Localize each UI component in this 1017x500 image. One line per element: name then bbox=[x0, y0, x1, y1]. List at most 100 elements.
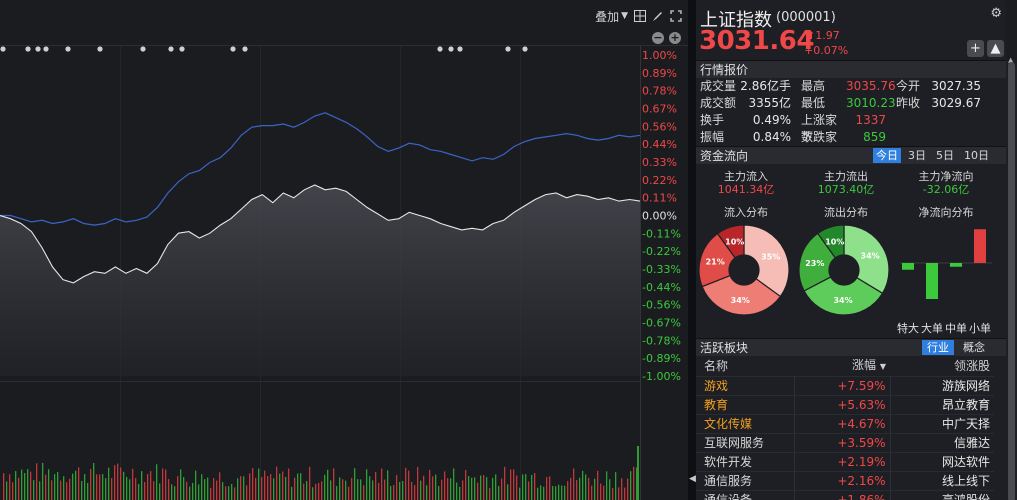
sector-row[interactable]: 游戏 +7.59% 游族网络 bbox=[696, 376, 994, 396]
zoom-out-icon[interactable]: − bbox=[652, 31, 664, 44]
volume-bar bbox=[543, 486, 545, 500]
sector-tab-0[interactable]: 行业 bbox=[922, 340, 954, 355]
index-change-value: 1.97 bbox=[815, 29, 840, 42]
scrollbar-thumb[interactable] bbox=[1008, 62, 1015, 500]
sector-tab-1[interactable]: 概念 bbox=[963, 341, 985, 354]
volume-bar bbox=[624, 487, 626, 500]
y-axis-tick-label: 0.44% bbox=[642, 138, 677, 151]
flow-tab-1[interactable]: 3日 bbox=[908, 149, 926, 162]
sector-leader[interactable]: 昂立教育 bbox=[889, 395, 994, 415]
sector-leader[interactable]: 网达软件 bbox=[889, 452, 994, 472]
volume-bar bbox=[420, 480, 422, 500]
event-marker bbox=[505, 46, 511, 52]
sector-row[interactable]: 通信设备 +1.86% 高鸿股份 bbox=[696, 490, 994, 500]
fullscreen-button[interactable] bbox=[670, 10, 682, 22]
sector-name[interactable]: 教育 bbox=[704, 398, 729, 412]
volume-bar bbox=[366, 469, 368, 500]
y-axis-tick-label: 0.11% bbox=[642, 192, 677, 205]
out_pie-slice-label: 10% bbox=[825, 237, 844, 246]
volume-bar bbox=[237, 478, 239, 500]
draw-tool-button[interactable] bbox=[652, 10, 664, 22]
event-marker bbox=[230, 46, 236, 52]
col-leader-header[interactable]: 领涨股 bbox=[953, 359, 990, 373]
sector-row[interactable]: 软件开发 +2.19% 网达软件 bbox=[696, 452, 994, 472]
zoom-in-icon[interactable]: + bbox=[669, 31, 681, 44]
volume-bar bbox=[45, 474, 47, 500]
volume-bar bbox=[147, 473, 149, 500]
volume-bar bbox=[297, 473, 299, 500]
net-flow-bar bbox=[974, 229, 986, 263]
sector-leader[interactable]: 信雅达 bbox=[889, 433, 994, 453]
event-marker bbox=[179, 46, 185, 52]
volume-bar bbox=[615, 472, 617, 500]
sector-name[interactable]: 软件开发 bbox=[704, 455, 753, 469]
overlay-dropdown[interactable]: 叠加 ▼ bbox=[595, 8, 628, 25]
volume-bar bbox=[120, 467, 122, 500]
volume-bar bbox=[63, 476, 65, 500]
intraday-chart-svg[interactable]: 1.00% 0.89% 0.78% 0.67% 0.56% 0.44% 0.33% 0.22%… bbox=[0, 0, 688, 500]
alert-bell-button[interactable]: ▲ bbox=[987, 40, 1004, 57]
collapse-arrow-icon[interactable]: ◀ bbox=[689, 474, 696, 484]
volume-bar bbox=[180, 469, 182, 500]
volume-bar bbox=[633, 466, 635, 500]
sector-leader[interactable]: 线上线下 bbox=[889, 471, 994, 491]
sector-name[interactable]: 游戏 bbox=[704, 379, 729, 393]
grid-layout-button[interactable] bbox=[634, 10, 646, 22]
avg-price-line bbox=[0, 112, 641, 226]
add-watchlist-button[interactable]: + bbox=[967, 40, 984, 57]
volume-bar bbox=[225, 486, 227, 500]
volume-bar bbox=[627, 478, 629, 500]
flow-tab-2[interactable]: 5日 bbox=[936, 149, 954, 162]
sector-type-tabs: 行业 概念 bbox=[922, 340, 990, 355]
volume-bar bbox=[87, 482, 89, 500]
volume-bar bbox=[141, 471, 143, 500]
sector-row[interactable]: 教育 +5.63% 昂立教育 bbox=[696, 395, 994, 415]
volume-bar bbox=[234, 487, 236, 500]
in_pie-slice-label: 21% bbox=[706, 258, 725, 267]
volume-bar bbox=[480, 475, 482, 500]
volume-bar bbox=[408, 470, 410, 500]
y-axis-tick-label: -0.33% bbox=[642, 263, 681, 276]
col-name-header[interactable]: 名称 bbox=[704, 359, 729, 373]
event-marker bbox=[522, 46, 528, 52]
sector-leader[interactable]: 高鸿股份 bbox=[889, 490, 994, 500]
sector-name[interactable]: 通信设备 bbox=[704, 493, 753, 500]
volume-bar bbox=[333, 468, 335, 500]
gear-icon[interactable]: ⚙ bbox=[990, 6, 1002, 21]
flow-tab-0[interactable]: 今日 bbox=[873, 148, 901, 163]
panel-scrollbar[interactable]: ▲ bbox=[1006, 56, 1017, 500]
sector-change: +5.63% bbox=[793, 395, 890, 415]
volume-bar bbox=[207, 477, 209, 500]
quote-value: 2.86亿手 bbox=[740, 79, 791, 93]
volume-bar bbox=[513, 469, 515, 500]
volume-bar bbox=[498, 486, 500, 500]
out-dist-label: 流出分布 bbox=[824, 206, 868, 219]
flow-tab-3[interactable]: 10日 bbox=[964, 149, 989, 162]
volume-bar bbox=[531, 474, 533, 500]
quote-value: 3010.23 bbox=[846, 96, 896, 110]
intraday-chart-area[interactable]: 1.00% 0.89% 0.78% 0.67% 0.56% 0.44% 0.33% 0.22%… bbox=[0, 0, 688, 500]
net-flow-bar-label: 中单 bbox=[945, 322, 967, 335]
volume-bar bbox=[285, 476, 287, 500]
quote-label: 振幅 bbox=[700, 130, 725, 144]
col-change-header[interactable]: 涨幅 ▼ bbox=[794, 356, 890, 377]
panel-divider[interactable]: ◀ bbox=[688, 0, 696, 500]
quote-row: 振幅 0.84% 下跌家数 859 bbox=[696, 129, 1006, 161]
sector-leader[interactable]: 中广天择 bbox=[889, 414, 994, 434]
sector-name[interactable]: 文化传媒 bbox=[704, 417, 753, 431]
sector-row[interactable]: 文化传媒 +4.67% 中广天择 bbox=[696, 414, 994, 434]
net-flow-value: -32.06亿 bbox=[922, 183, 970, 196]
volume-bar bbox=[522, 474, 524, 500]
net-flow-bar-label: 大单 bbox=[921, 321, 943, 335]
sector-row[interactable]: 互联网服务 +3.59% 信雅达 bbox=[696, 433, 994, 453]
volume-bar bbox=[66, 482, 68, 500]
scroll-up-icon[interactable]: ▲ bbox=[1008, 56, 1014, 64]
volume-bar bbox=[606, 471, 608, 500]
sector-name[interactable]: 通信服务 bbox=[704, 474, 753, 488]
quote-value: 0.84% bbox=[752, 130, 791, 144]
sector-name[interactable]: 互联网服务 bbox=[704, 436, 765, 450]
sector-leader[interactable]: 游族网络 bbox=[889, 376, 994, 396]
sector-row[interactable]: 通信服务 +2.16% 线上线下 bbox=[696, 471, 994, 491]
volume-bar bbox=[477, 482, 479, 500]
volume-bar bbox=[507, 484, 509, 500]
